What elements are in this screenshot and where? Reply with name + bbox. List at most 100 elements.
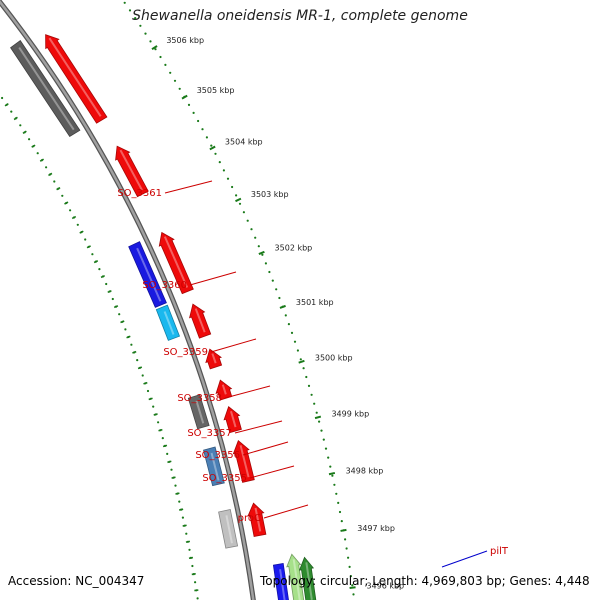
- gene-feature[interactable]: [218, 509, 239, 549]
- outer-ring-dot: [345, 547, 348, 550]
- gene-feature[interactable]: [189, 303, 212, 339]
- gene-feature[interactable]: [247, 502, 267, 537]
- outer-ring-dot: [246, 219, 249, 222]
- gene-feature[interactable]: [115, 145, 149, 198]
- outer-ring-dot: [173, 79, 177, 82]
- outer-ring-dot: [352, 593, 355, 596]
- inner-ring-tick: [182, 524, 187, 527]
- gene-highlight: [119, 149, 143, 191]
- gene-feature[interactable]: [203, 446, 225, 487]
- inner-ring-tick: [4, 102, 9, 107]
- gene-feature[interactable]: [286, 553, 305, 600]
- outer-ring-dot: [257, 245, 260, 248]
- gene-feature[interactable]: [272, 563, 289, 600]
- outer-ring-dot: [271, 279, 274, 282]
- outer-ring-dot: [250, 228, 253, 231]
- inner-ring-tick: [56, 186, 61, 191]
- gene-feature[interactable]: [215, 379, 233, 401]
- gene-highlight: [211, 353, 217, 364]
- inner-ring-dot: [84, 238, 87, 241]
- inner-ring-dot: [157, 421, 160, 424]
- outer-ring-dot: [268, 270, 271, 274]
- outer-ring-dot: [338, 510, 342, 514]
- gene-feature[interactable]: [223, 406, 242, 434]
- gene-highlight: [163, 311, 175, 335]
- outer-ring-dot: [348, 565, 351, 569]
- inner-ring-tick: [100, 274, 106, 279]
- genome-info-text: Topology: circular; Length: 4,969,803 bp…: [260, 574, 590, 588]
- outer-ring-dot: [210, 144, 213, 147]
- gene-highlight: [254, 507, 262, 532]
- inner-ring-dot: [36, 152, 39, 155]
- outer-ring-dot: [315, 411, 318, 414]
- outer-ring-dot: [164, 63, 167, 66]
- inner-ring-dot: [69, 209, 72, 212]
- outer-ring-dot: [287, 323, 290, 326]
- gene-feature[interactable]: [298, 556, 317, 600]
- outer-ring-dot: [134, 17, 137, 20]
- gene-feature[interactable]: [155, 304, 181, 341]
- outer-ring-dot: [235, 194, 238, 197]
- accession-text: Accession: NC_004347: [8, 574, 145, 588]
- gene-features[interactable]: [0, 0, 317, 600]
- inner-ring-tick: [153, 413, 158, 416]
- inner-ring-tick: [188, 556, 194, 560]
- gene-highlight: [239, 445, 250, 478]
- outer-ring-dot: [159, 55, 162, 59]
- inner-ring-dot: [185, 532, 188, 535]
- gene-highlight: [225, 515, 233, 544]
- kbp-label: 3497 kbp: [357, 524, 395, 533]
- inner-ring-tick: [13, 116, 18, 121]
- gene-label: SO_3357: [187, 428, 232, 439]
- inner-ring-tick: [126, 335, 131, 339]
- inner-ring-dot: [146, 389, 150, 393]
- gene-feature[interactable]: [187, 394, 210, 430]
- outer-ring-dot: [205, 136, 208, 139]
- gene-label: SO_3359: [163, 347, 208, 358]
- outer-ring-dot: [290, 331, 294, 334]
- gene-feature[interactable]: [45, 34, 108, 124]
- inner-ring-dot: [170, 468, 173, 471]
- inner-ring-tick: [79, 230, 84, 234]
- inner-ring-dot: [10, 110, 13, 113]
- label-leader: [164, 180, 213, 194]
- gene-label: SO_3360: [142, 280, 187, 291]
- gene-feature[interactable]: [232, 440, 255, 483]
- kbp-tick: [314, 415, 322, 420]
- gene-feature[interactable]: [10, 40, 81, 138]
- gene-feature[interactable]: [128, 241, 167, 308]
- gene-highlight: [194, 308, 206, 333]
- inner-ring-tick: [158, 428, 163, 432]
- outer-ring-dot: [169, 71, 172, 74]
- outer-ring-dot: [310, 393, 313, 396]
- outer-ring-dot: [154, 48, 157, 51]
- inner-ring-dot: [98, 268, 101, 271]
- gene-label: SO_3356: [195, 450, 240, 461]
- outer-ring-dot: [222, 169, 225, 172]
- gene-label: pilT: [490, 546, 509, 557]
- gene-feature[interactable]: [205, 348, 223, 370]
- kbp-label: 3504 kbp: [225, 137, 263, 146]
- label-leader: [210, 338, 257, 353]
- outer-ring-dot: [329, 465, 332, 468]
- outer-ring-dot: [242, 211, 245, 214]
- label-leader: [441, 550, 488, 568]
- outer-ring-dot: [335, 492, 338, 495]
- gene-highlight: [195, 400, 205, 424]
- kbp-label: 3505 kbp: [197, 86, 235, 95]
- gene-highlight: [279, 569, 286, 600]
- outer-ring-dot: [238, 202, 242, 205]
- inner-ring-tick: [167, 460, 172, 464]
- gene-feature[interactable]: [158, 231, 194, 295]
- kbp-label: 3498 kbp: [346, 467, 384, 476]
- kbp-label: 3500 kbp: [315, 353, 353, 362]
- outer-ring-dot: [349, 575, 352, 578]
- inner-ring-tick: [148, 397, 153, 401]
- dotted-rings: [0, 1, 355, 600]
- outer-ring-dot: [313, 402, 316, 405]
- gene-label: proC: [238, 513, 261, 524]
- inner-ring-dot: [188, 548, 191, 551]
- inner-ring-tick: [185, 540, 191, 543]
- outer-ring-dot: [324, 447, 328, 450]
